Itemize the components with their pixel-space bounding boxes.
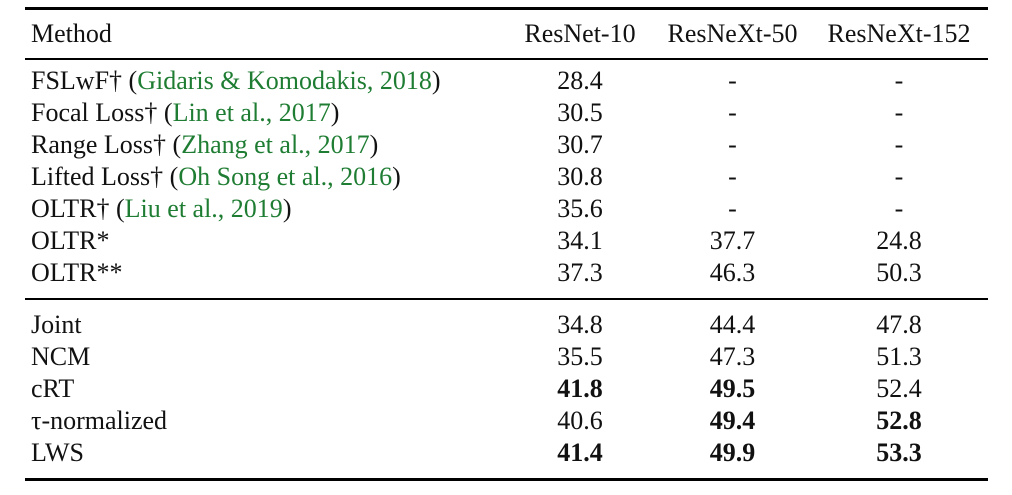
table-row: τ-normalized 40.6 49.4 52.8 [25, 405, 988, 437]
method-cell: Joint [25, 299, 505, 341]
citation: (Lin et al., 2017) [157, 98, 340, 127]
metric-value: 37.3 [557, 258, 603, 287]
metric-value: 44.4 [709, 310, 756, 339]
method-cell: FSLwF† (Gidaris & Komodakis, 2018) [25, 59, 505, 97]
metric-value: 24.8 [876, 226, 922, 255]
metric-value: 53.3 [876, 438, 922, 467]
method-name: Lifted Loss† [31, 162, 164, 191]
metric-value: 52.8 [876, 406, 922, 435]
metric-value: 34.1 [557, 226, 603, 255]
metric-value: 40.6 [557, 406, 603, 435]
method-name: OLTR* [31, 226, 110, 255]
method-name: NCM [31, 342, 91, 371]
method-name: Range Loss† [31, 130, 167, 159]
method-cell: Range Loss† (Zhang et al., 2017) [25, 129, 505, 161]
citation-link[interactable]: Zhang et al., 2017 [181, 130, 370, 159]
method-cell: LWS [25, 437, 505, 480]
table-header: Method ResNet-10 ResNeXt-50 ResNeXt-152 [25, 8, 988, 60]
table-row: Focal Loss† (Lin et al., 2017) 30.5 - - [25, 97, 988, 129]
method-cell: NCM [25, 341, 505, 373]
metric-value: 49.4 [709, 406, 756, 435]
method-cell: Focal Loss† (Lin et al., 2017) [25, 97, 505, 129]
metric-value: 30.5 [557, 98, 603, 127]
column-header-resnet-10: ResNet-10 [505, 8, 655, 60]
metric-value: 47.3 [709, 342, 756, 371]
table-row: FSLwF† (Gidaris & Komodakis, 2018) 28.4 … [25, 59, 988, 97]
table-row: Range Loss† (Zhang et al., 2017) 30.7 - … [25, 129, 988, 161]
citation: (Zhang et al., 2017) [166, 130, 379, 159]
metric-value: - [894, 194, 904, 223]
metric-value: - [728, 98, 737, 127]
citation-link[interactable]: Lin et al., 2017 [172, 98, 331, 127]
metric-value: 34.8 [557, 310, 603, 339]
column-header-resnext-50: ResNeXt-50 [655, 8, 810, 60]
method-name: Focal Loss† [31, 98, 158, 127]
metric-value: - [894, 162, 904, 191]
metric-value: 30.7 [557, 130, 603, 159]
metric-value: 49.9 [709, 438, 756, 467]
metric-value: 51.3 [876, 342, 922, 371]
metric-value: 47.8 [876, 310, 922, 339]
citation: (Liu et al., 2019) [109, 194, 292, 223]
table-row: OLTR* 34.1 37.7 24.8 [25, 225, 988, 257]
citation-link[interactable]: Gidaris & Komodakis, 2018 [137, 66, 432, 95]
table-row: NCM 35.5 47.3 51.3 [25, 341, 988, 373]
metric-value: 46.3 [709, 258, 756, 287]
table-row: cRT 41.8 49.5 52.4 [25, 373, 988, 405]
metric-value: 37.7 [709, 226, 756, 255]
method-cell: Lifted Loss† (Oh Song et al., 2016) [25, 161, 505, 193]
method-name: Joint [31, 310, 82, 339]
metric-value: - [894, 130, 904, 159]
column-header-resnext-152: ResNeXt-152 [810, 8, 988, 60]
metric-value: - [728, 130, 737, 159]
paper-table-container: Method ResNet-10 ResNeXt-50 ResNeXt-152 … [25, 7, 988, 481]
metric-value: - [728, 66, 737, 95]
method-name: τ-normalized [31, 406, 168, 435]
column-header-method: Method [25, 8, 505, 60]
table-row: LWS 41.4 49.9 53.3 [25, 437, 988, 480]
citation-link[interactable]: Liu et al., 2019 [124, 194, 283, 223]
metric-value: 41.4 [557, 438, 603, 467]
method-cell: τ-normalized [25, 405, 505, 437]
metric-value: 52.4 [876, 374, 922, 403]
table-row: Joint 34.8 44.4 47.8 [25, 299, 988, 341]
method-cell: OLTR* [25, 225, 505, 257]
method-name: OLTR** [31, 258, 123, 287]
metric-value: - [894, 66, 904, 95]
citation-link[interactable]: Oh Song et al., 2016 [178, 162, 393, 191]
method-cell: OLTR† (Liu et al., 2019) [25, 193, 505, 225]
table-section-methods: Joint 34.8 44.4 47.8 NCM 35.5 47.3 51.3 … [25, 299, 988, 480]
method-cell: cRT [25, 373, 505, 405]
table-row: OLTR† (Liu et al., 2019) 35.6 - - [25, 193, 988, 225]
metric-value: 50.3 [876, 258, 922, 287]
results-table: Method ResNet-10 ResNeXt-50 ResNeXt-152 … [25, 7, 988, 481]
metric-value: 28.4 [557, 66, 603, 95]
metric-value: 41.8 [557, 374, 603, 403]
citation: (Oh Song et al., 2016) [163, 162, 401, 191]
method-name: FSLwF† [31, 66, 123, 95]
metric-value: - [728, 162, 737, 191]
metric-value: 35.6 [557, 194, 603, 223]
metric-value: - [728, 194, 737, 223]
method-name: LWS [31, 438, 84, 467]
metric-value: 30.8 [557, 162, 603, 191]
method-cell: OLTR** [25, 257, 505, 299]
table-section-baselines: FSLwF† (Gidaris & Komodakis, 2018) 28.4 … [25, 59, 988, 299]
header-row: Method ResNet-10 ResNeXt-50 ResNeXt-152 [25, 8, 988, 60]
table-row: OLTR** 37.3 46.3 50.3 [25, 257, 988, 299]
metric-value: 49.5 [709, 374, 756, 403]
metric-value: 35.5 [557, 342, 603, 371]
metric-value: - [894, 98, 904, 127]
method-name: cRT [31, 374, 75, 403]
table-row: Lifted Loss† (Oh Song et al., 2016) 30.8… [25, 161, 988, 193]
method-name: OLTR† [31, 194, 110, 223]
citation: (Gidaris & Komodakis, 2018) [122, 66, 441, 95]
